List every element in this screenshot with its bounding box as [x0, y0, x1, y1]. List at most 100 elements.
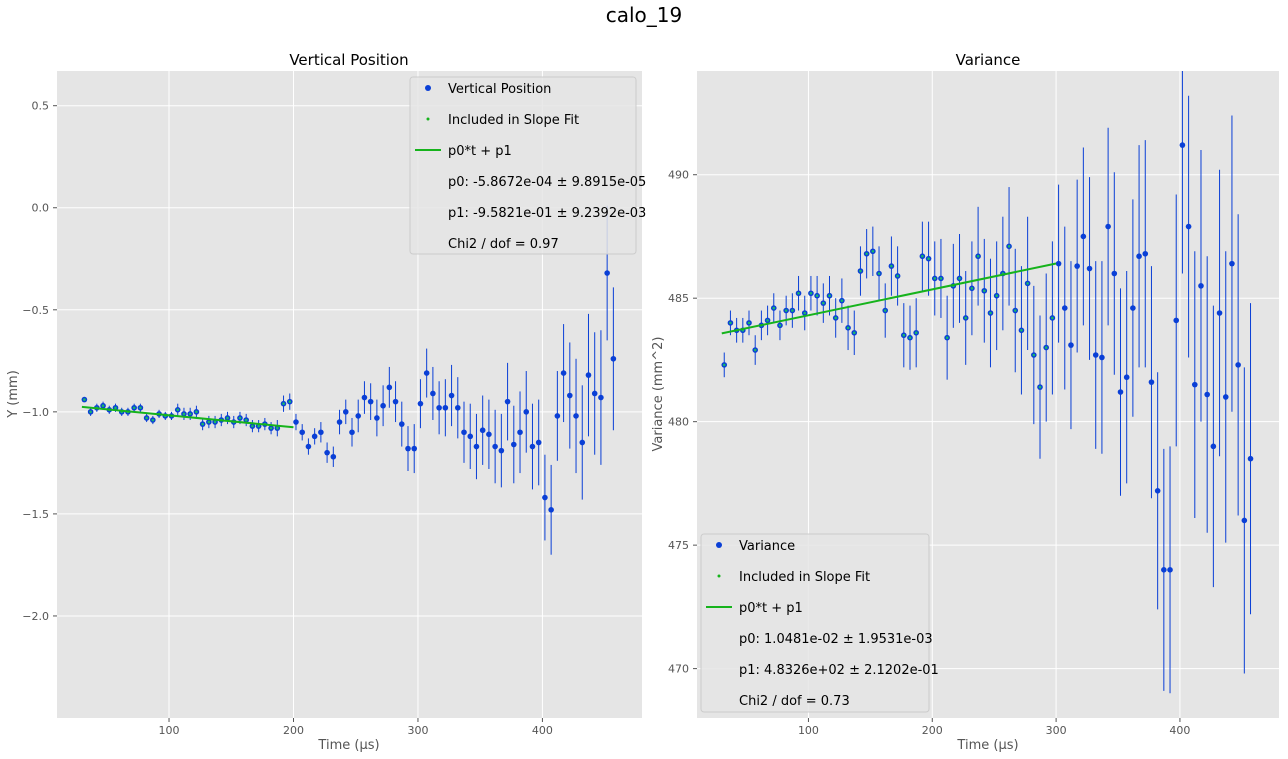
- data-point: [1185, 223, 1192, 230]
- data-point: [1216, 310, 1223, 316]
- legend-label: p0: 1.0481e-02 ± 1.9531e-03: [739, 632, 933, 647]
- data-point: [1198, 283, 1204, 289]
- data-point: [430, 390, 436, 397]
- legend-marker: [425, 85, 431, 91]
- included-point: [778, 324, 782, 327]
- included-point: [828, 294, 831, 298]
- data-point: [380, 402, 386, 409]
- data-point: [318, 429, 324, 436]
- data-point: [510, 441, 517, 448]
- included-point: [288, 400, 292, 403]
- data-point: [1086, 265, 1093, 272]
- included-point: [995, 294, 998, 298]
- data-point: [349, 429, 355, 436]
- included-point: [982, 289, 986, 293]
- legend-frame: [409, 76, 637, 255]
- included-point: [865, 252, 868, 256]
- y-tick-label: −2.0: [22, 610, 49, 623]
- included-point: [151, 418, 155, 422]
- data-point: [492, 443, 498, 450]
- included-point: [1007, 245, 1011, 248]
- data-point: [1080, 233, 1087, 240]
- included-point: [747, 321, 751, 325]
- data-point: [311, 433, 318, 440]
- data-point: [504, 398, 511, 405]
- legend-label: Variance: [739, 539, 795, 554]
- data-point: [324, 449, 330, 456]
- included-point: [1032, 353, 1036, 357]
- data-point: [498, 447, 505, 454]
- data-point: [1241, 517, 1248, 524]
- legend-small-marker: [717, 574, 721, 578]
- data-point: [386, 384, 393, 391]
- included-point: [890, 264, 893, 268]
- panel-title: Vertical Position: [289, 51, 408, 69]
- data-point: [305, 443, 312, 450]
- fit-line: [81, 405, 294, 429]
- legend-marker: [716, 542, 722, 548]
- included-point: [139, 406, 142, 410]
- included-point: [859, 269, 862, 273]
- legend-small-marker: [426, 117, 430, 121]
- data-point: [523, 409, 530, 415]
- figure-title: calo_19: [606, 3, 683, 27]
- vertical-position-panel: Vertical Position Time (µs) Y (mm) 100 20…: [6, 51, 646, 753]
- included-point: [207, 420, 211, 424]
- y-tick-label: 485: [668, 292, 689, 305]
- data-point: [1123, 374, 1130, 381]
- x-tick-label: 100: [798, 724, 819, 737]
- data-point: [392, 398, 399, 405]
- data-point: [479, 427, 486, 434]
- x-tick-label: 200: [922, 724, 943, 737]
- included-point: [145, 416, 148, 420]
- fit-line: [721, 262, 1057, 335]
- included-point: [729, 321, 732, 325]
- included-point: [803, 311, 807, 315]
- data-point: [1117, 389, 1124, 395]
- data-point: [299, 429, 306, 436]
- included-point: [871, 249, 875, 253]
- data-point: [554, 413, 561, 419]
- data-point: [461, 429, 467, 436]
- included-point: [114, 406, 117, 410]
- data-point: [1055, 260, 1062, 267]
- included-point: [933, 277, 937, 280]
- included-point: [822, 301, 825, 305]
- data-point: [417, 400, 424, 407]
- included-point: [921, 254, 924, 258]
- data-point: [548, 507, 554, 513]
- legend-label: Chi2 / dof = 0.73: [739, 694, 850, 709]
- included-point: [89, 410, 92, 414]
- included-point: [766, 319, 769, 322]
- legend-label: Included in Slope Fit: [448, 113, 579, 128]
- data-point: [517, 429, 523, 436]
- included-point: [201, 422, 204, 426]
- data-point: [585, 372, 592, 378]
- included-point: [970, 287, 974, 290]
- data-point: [473, 443, 480, 450]
- data-point: [1142, 250, 1149, 257]
- included-point: [784, 309, 788, 312]
- plot-content: [81, 205, 617, 555]
- data-point: [367, 398, 374, 405]
- data-point: [1074, 263, 1080, 269]
- legend-label: Chi2 / dof = 0.97: [448, 237, 559, 252]
- included-point: [188, 412, 192, 416]
- included-point: [964, 316, 968, 320]
- included-point: [791, 309, 794, 312]
- y-axis-label: Variance (mm^2): [651, 337, 666, 452]
- data-point: [1111, 270, 1118, 277]
- included-point: [83, 398, 86, 401]
- legend-label: Vertical Position: [448, 82, 551, 97]
- included-point: [753, 348, 757, 352]
- data-point: [1099, 354, 1105, 361]
- data-point: [567, 392, 573, 399]
- included-point: [1026, 282, 1029, 285]
- data-point: [1154, 488, 1161, 494]
- legend-label: p0*t + p1: [448, 144, 512, 159]
- included-point: [182, 412, 186, 416]
- included-point: [276, 426, 279, 430]
- included-point: [195, 410, 198, 414]
- data-point: [330, 453, 337, 460]
- data-point: [374, 415, 380, 421]
